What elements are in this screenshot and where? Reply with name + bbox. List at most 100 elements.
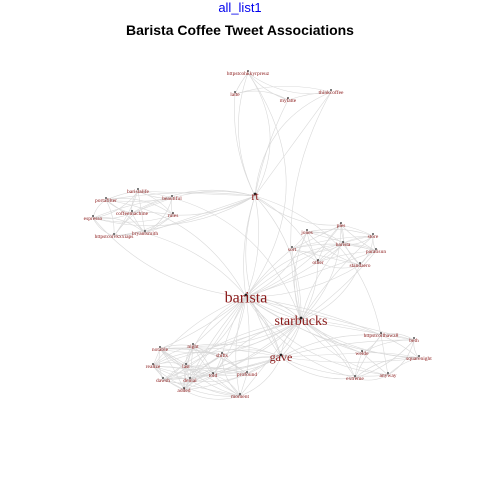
graph-edge bbox=[280, 356, 356, 380]
node-label-httpstcohkkyrpreuz: httpstcohkkyrpreuz bbox=[227, 71, 270, 77]
node-label-welde: welde bbox=[355, 351, 369, 357]
graph-edge bbox=[245, 264, 361, 298]
graph-edge bbox=[245, 195, 282, 358]
graph-edge bbox=[189, 379, 241, 397]
graph-edge bbox=[300, 319, 420, 359]
node-dot-layer bbox=[92, 70, 420, 395]
graph-edge bbox=[131, 212, 146, 234]
chart-title: Barista Coffee Tweet Associations bbox=[126, 22, 354, 38]
graph-edge bbox=[354, 339, 415, 379]
graph-edge bbox=[300, 250, 377, 321]
node-dot bbox=[105, 197, 107, 199]
node-label-shifts: shifts bbox=[216, 352, 228, 359]
node-dot bbox=[361, 350, 363, 352]
graph-edge bbox=[280, 356, 389, 377]
graph-edge bbox=[291, 224, 342, 250]
graph-edge bbox=[317, 235, 374, 263]
node-dot bbox=[354, 375, 356, 377]
graph-edge bbox=[361, 339, 415, 354]
node-dot bbox=[171, 195, 173, 197]
graph-edge bbox=[300, 261, 319, 321]
node-dot bbox=[247, 70, 249, 72]
node-label-standaero: standaero bbox=[349, 263, 370, 269]
graph-edge bbox=[387, 357, 420, 376]
node-dot bbox=[287, 97, 289, 99]
node-label-last: last bbox=[182, 364, 190, 370]
node-label-told: told bbox=[209, 373, 218, 379]
graph-edge bbox=[183, 374, 214, 391]
node-dot bbox=[137, 188, 139, 190]
node-dot bbox=[152, 363, 154, 365]
node-dot bbox=[372, 233, 374, 235]
node-label-httpstcoilhawz8: httpstcoilhawz8 bbox=[364, 333, 399, 339]
node-label-latte: latte bbox=[230, 92, 240, 98]
node-label-rules: rules bbox=[168, 213, 179, 219]
node-label-starbucks: starbucks bbox=[275, 314, 328, 329]
node-dot bbox=[330, 89, 332, 91]
graph-edge bbox=[247, 72, 289, 101]
graph-edge bbox=[380, 334, 389, 376]
graph-edge bbox=[245, 296, 389, 376]
graph-edge bbox=[172, 195, 256, 216]
graph-edge bbox=[280, 334, 382, 358]
node-label-beautiful: beautiful bbox=[162, 195, 182, 202]
node-label-store: store bbox=[368, 234, 379, 240]
graph-edge bbox=[317, 224, 342, 263]
node-label-beth: beth bbox=[409, 338, 419, 344]
graph-edge bbox=[152, 365, 185, 391]
graph-edge bbox=[294, 231, 308, 321]
graph-edge bbox=[152, 345, 194, 367]
graph-edge bbox=[291, 243, 377, 252]
graph-edge bbox=[105, 190, 139, 201]
graph-edge bbox=[306, 228, 374, 237]
node-dot bbox=[317, 259, 319, 261]
node-label-baristalife: baristalife bbox=[127, 188, 150, 195]
node-label-ples: ples bbox=[337, 223, 346, 229]
graph-edge bbox=[245, 296, 356, 379]
graph-edge bbox=[183, 389, 241, 400]
node-dot bbox=[159, 346, 161, 348]
graph-edge bbox=[247, 72, 332, 95]
graph-edge bbox=[113, 212, 133, 237]
graph-edge bbox=[234, 93, 256, 197]
graph-edge bbox=[306, 231, 361, 266]
node-dot bbox=[418, 355, 420, 357]
graph-edge bbox=[137, 190, 302, 321]
graph-edge bbox=[245, 231, 308, 298]
graph-edge bbox=[342, 243, 361, 266]
graph-edge bbox=[192, 345, 214, 376]
node-dot bbox=[92, 215, 94, 217]
graph-edge bbox=[212, 356, 282, 376]
graph-edge bbox=[234, 85, 332, 95]
edge-layer bbox=[92, 72, 420, 400]
graph-edge bbox=[144, 195, 256, 234]
graph-edge bbox=[221, 349, 282, 358]
graph-edge bbox=[183, 345, 194, 391]
graph-edge bbox=[280, 352, 363, 358]
graph-edge bbox=[212, 374, 241, 397]
node-dot bbox=[291, 246, 293, 248]
graph-edge bbox=[245, 296, 420, 359]
node-label-moment: moment bbox=[231, 394, 249, 400]
graph-edge bbox=[254, 195, 342, 226]
graph-edge bbox=[183, 379, 191, 391]
graph-edge bbox=[361, 352, 420, 359]
graph-edge bbox=[300, 224, 342, 321]
node-label-espresso: espresso bbox=[84, 216, 103, 222]
node-dot bbox=[306, 229, 308, 231]
graph-edge bbox=[159, 319, 302, 354]
graph-edge bbox=[306, 224, 342, 234]
graph-edge bbox=[243, 195, 256, 298]
node-label-paratisun: paratisun bbox=[366, 249, 386, 255]
graph-edge bbox=[144, 232, 282, 358]
node-dot bbox=[192, 343, 194, 345]
graph-edge bbox=[380, 333, 415, 341]
graph-edge bbox=[152, 365, 248, 375]
node-dot bbox=[189, 377, 191, 379]
graph-edge bbox=[300, 319, 415, 341]
header-link[interactable]: all_list1 bbox=[218, 0, 262, 15]
graph-edge bbox=[238, 72, 256, 197]
graph-edge bbox=[105, 199, 247, 298]
node-label-thinkcoffee: thinkcoffee bbox=[319, 89, 345, 96]
node-label-profound: profound bbox=[237, 371, 257, 378]
